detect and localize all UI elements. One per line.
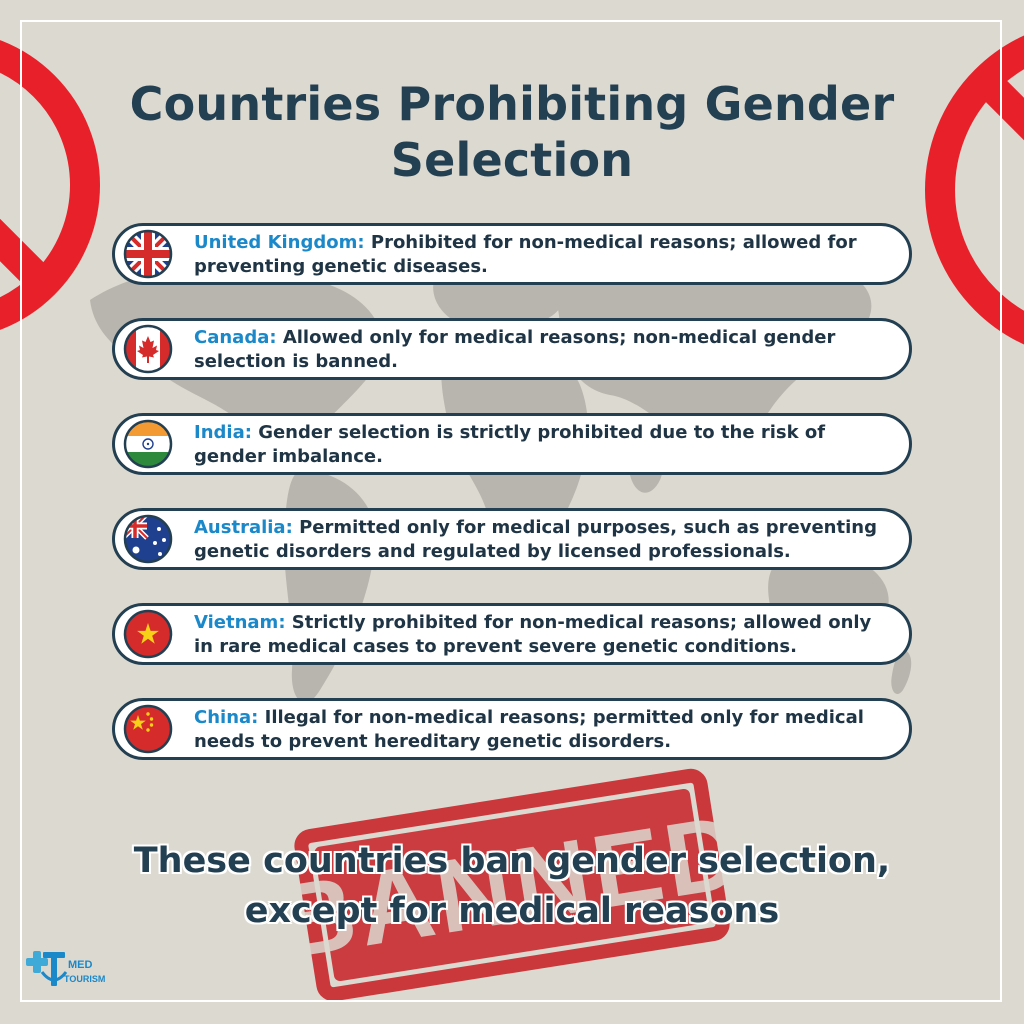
country-row-australia: Australia: Permitted only for medical pu… [112, 508, 912, 570]
country-description: Gender selection is strictly prohibited … [194, 422, 826, 467]
country-description: Allowed only for medical reasons; non-me… [194, 327, 836, 372]
country-list: United Kingdom: Prohibited for non-medic… [112, 223, 912, 793]
india-flag-icon [123, 419, 173, 469]
country-name: India: [194, 422, 252, 443]
country-name: China: [194, 707, 259, 728]
country-row-united-kingdom: United Kingdom: Prohibited for non-medic… [112, 223, 912, 285]
med-tourism-logo: MED TOURISM [26, 951, 105, 986]
country-description: Illegal for non-medical reasons; permitt… [194, 707, 864, 752]
country-row-india: India: Gender selection is strictly proh… [112, 413, 912, 475]
country-description: Strictly prohibited for non-medical reas… [194, 612, 872, 657]
country-description: Prohibited for non-medical reasons; allo… [194, 232, 857, 277]
country-row-china: China: Illegal for non-medical reasons; … [112, 698, 912, 760]
china-flag-icon [123, 704, 173, 754]
banned-stamp-icon: BANNED [272, 768, 753, 1002]
white-frame [20, 20, 1002, 1002]
medical-cross-logo-icon [26, 951, 68, 986]
country-name: United Kingdom: [194, 232, 365, 253]
country-name: Vietnam: [194, 612, 286, 633]
svg-text:TOURISM: TOURISM [64, 974, 105, 984]
footer-line-1: These countries ban gender selection, [133, 841, 891, 881]
prohibition-sign-right-icon [925, 35, 1024, 345]
country-row-vietnam: Vietnam: Strictly prohibited for non-med… [112, 603, 912, 665]
country-description: Permitted only for medical purposes, suc… [194, 517, 877, 562]
australia-flag-icon [123, 514, 173, 564]
country-name: Canada: [194, 327, 277, 348]
country-row-canada: Canada: Allowed only for medical reasons… [112, 318, 912, 380]
page-title: Countries Prohibiting Gender Selection [129, 77, 895, 187]
svg-text:MED: MED [68, 959, 93, 971]
canada-flag-icon [123, 324, 173, 374]
prohibition-sign-left-icon [0, 40, 100, 330]
uk-flag-icon [123, 229, 173, 279]
footer-line-2: except for medical reasons [244, 891, 780, 931]
vietnam-flag-icon [123, 609, 173, 659]
country-name: Australia: [194, 517, 293, 538]
footer-statement: These countries ban gender selection, ex… [100, 836, 924, 936]
